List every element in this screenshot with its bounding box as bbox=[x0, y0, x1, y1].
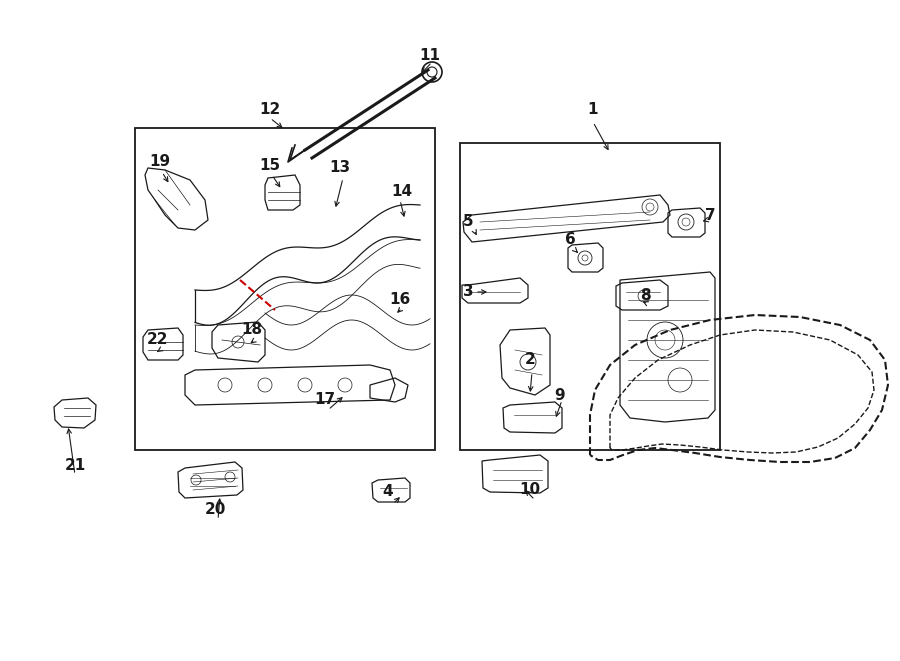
Text: 18: 18 bbox=[241, 323, 263, 338]
Text: 14: 14 bbox=[392, 184, 412, 200]
Text: 10: 10 bbox=[519, 483, 541, 498]
Text: 20: 20 bbox=[204, 502, 226, 518]
Text: 4: 4 bbox=[382, 485, 393, 500]
Text: 16: 16 bbox=[390, 293, 410, 307]
Bar bbox=[135, 128, 435, 450]
Text: 11: 11 bbox=[419, 48, 440, 63]
Text: 13: 13 bbox=[329, 161, 351, 176]
Text: 21: 21 bbox=[65, 457, 86, 473]
Text: 9: 9 bbox=[554, 387, 565, 403]
Text: 15: 15 bbox=[259, 157, 281, 173]
Text: 8: 8 bbox=[640, 288, 651, 303]
Text: 6: 6 bbox=[564, 233, 575, 247]
Text: 17: 17 bbox=[314, 393, 336, 407]
Bar bbox=[460, 143, 720, 450]
Text: 19: 19 bbox=[149, 155, 171, 169]
Text: 1: 1 bbox=[588, 102, 598, 118]
Text: 5: 5 bbox=[463, 215, 473, 229]
Text: 3: 3 bbox=[463, 284, 473, 299]
Text: 2: 2 bbox=[525, 352, 535, 368]
Text: 7: 7 bbox=[705, 208, 716, 223]
Text: 12: 12 bbox=[259, 102, 281, 118]
Text: 22: 22 bbox=[148, 332, 169, 348]
